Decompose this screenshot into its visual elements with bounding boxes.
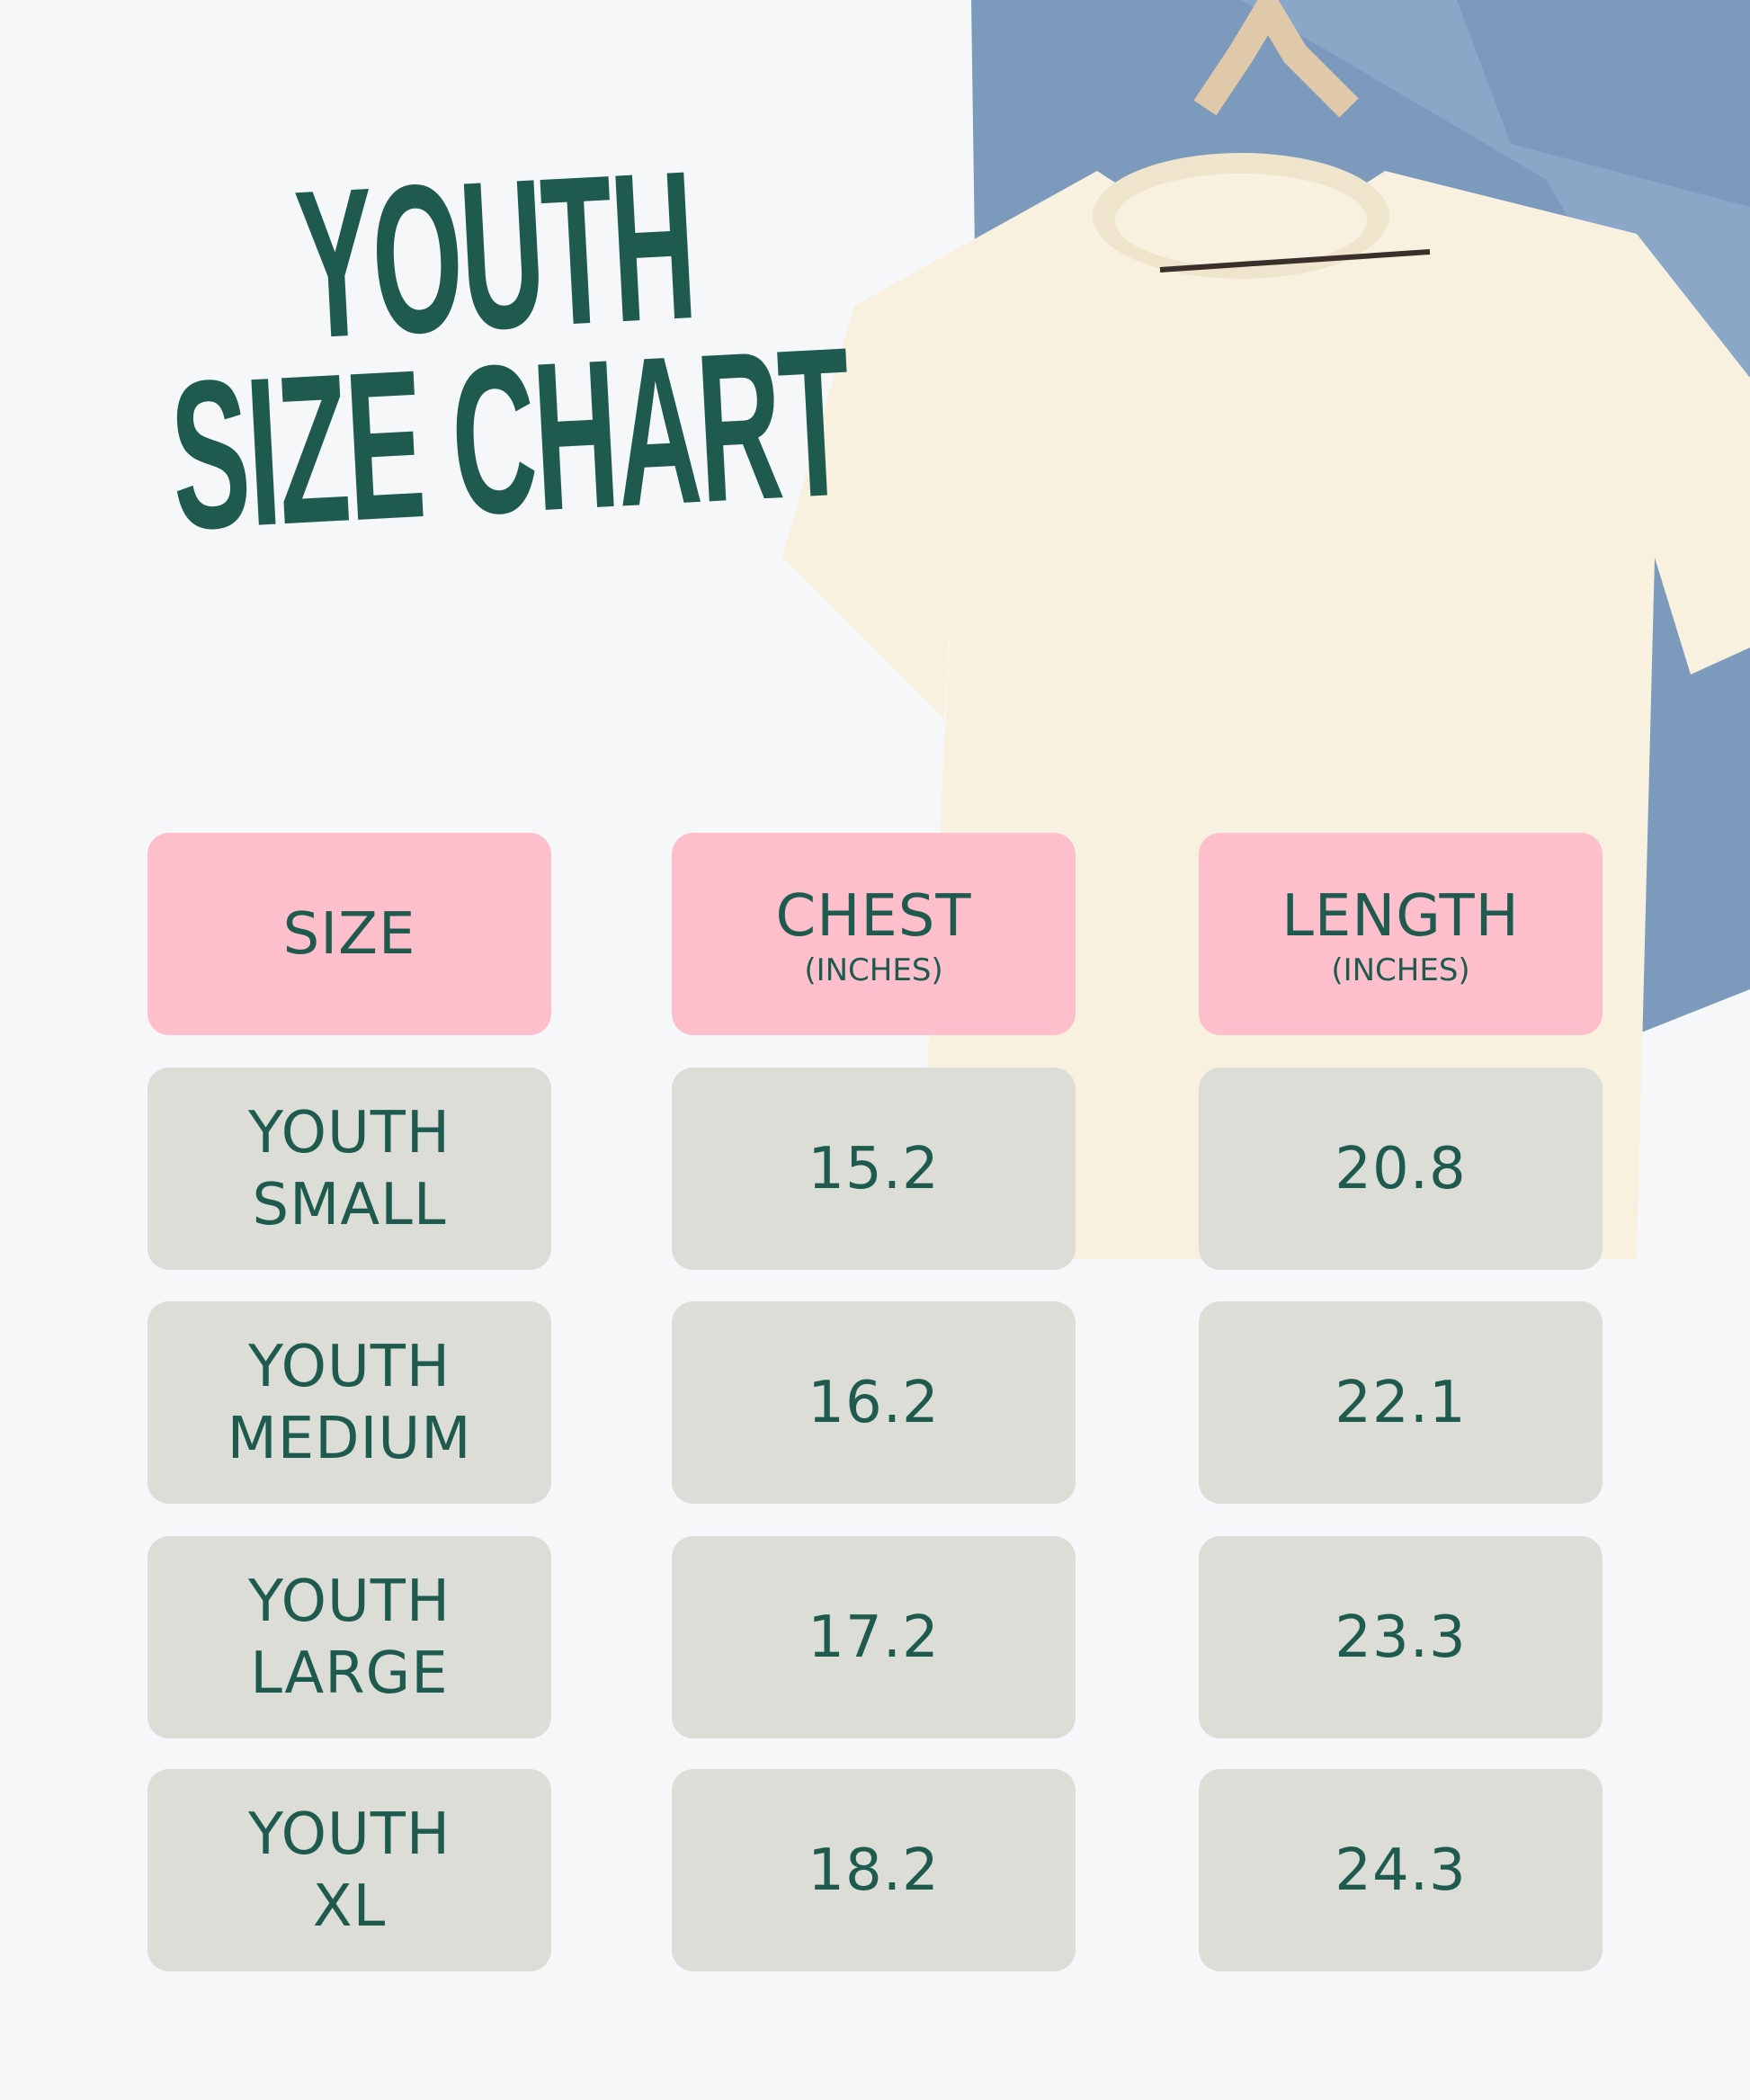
size-line-1: YOUTH [247,1333,451,1400]
header-label: SIZE [282,900,416,968]
length-value: 24.3 [1335,1836,1467,1904]
length-cell: 23.3 [1199,1536,1603,1738]
length-cell: 20.8 [1199,1068,1603,1270]
chest-cell: 18.2 [672,1769,1076,1971]
size-cell: YOUTH MEDIUM [147,1301,551,1504]
header-size: SIZE [147,833,551,1035]
length-value: 22.1 [1335,1369,1467,1436]
header-label: CHEST [775,882,972,950]
page-title: YOUTH SIZE CHART [157,115,1407,575]
chest-value: 16.2 [808,1369,940,1436]
size-line-2: MEDIUM [227,1405,472,1472]
chest-cell: 16.2 [672,1301,1076,1504]
header-unit: (INCHES) [804,952,943,988]
chest-cell: 15.2 [672,1068,1076,1270]
size-cell: YOUTH LARGE [147,1536,551,1738]
size-cell: YOUTH XL [147,1769,551,1971]
header-length: LENGTH (INCHES) [1199,833,1603,1035]
size-cell: YOUTH SMALL [147,1068,551,1270]
length-value: 20.8 [1335,1135,1467,1202]
chest-value: 18.2 [808,1836,940,1904]
chest-value: 15.2 [808,1135,940,1202]
chest-cell: 17.2 [672,1536,1076,1738]
length-value: 23.3 [1335,1604,1467,1671]
size-line-1: YOUTH [247,1801,451,1868]
header-unit: (INCHES) [1331,952,1470,988]
title-line-2: SIZE CHART [165,302,855,575]
chest-value: 17.2 [808,1604,940,1671]
header-chest: CHEST (INCHES) [672,833,1076,1035]
length-cell: 24.3 [1199,1769,1603,1971]
length-cell: 22.1 [1199,1301,1603,1504]
size-line-2: LARGE [250,1640,449,1707]
header-label: LENGTH [1281,882,1520,950]
size-line-1: YOUTH [247,1099,451,1166]
size-line-1: YOUTH [247,1568,451,1635]
size-line-2: XL [312,1872,387,1940]
size-line-2: SMALL [252,1171,447,1238]
